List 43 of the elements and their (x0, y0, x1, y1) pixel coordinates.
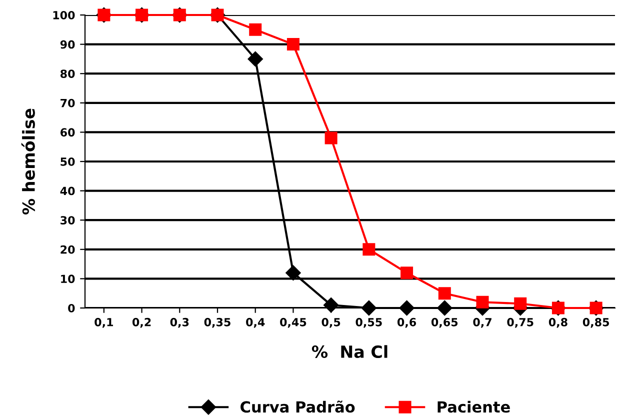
point (361, 300, 376, 316)
point (514, 297, 527, 310)
y-tick-label: 70 (60, 98, 75, 108)
y-tick-label: 40 (60, 186, 75, 196)
x-tick-label: 0,85 (582, 318, 610, 328)
x-tick-label: 0,3 (170, 318, 189, 328)
point (438, 287, 451, 300)
legend-label: Paciente (438, 400, 510, 413)
x-tick-label: 0,4 (246, 318, 265, 328)
point (324, 298, 339, 313)
point (286, 265, 301, 280)
point (324, 132, 338, 144)
point (248, 51, 263, 67)
y-axis-title: % hemólise (21, 108, 35, 215)
x-tick-label: 0,8 (548, 318, 568, 328)
y-tick-label: 50 (60, 157, 75, 166)
x-tick-label: 0,75 (507, 318, 534, 328)
legend-label: Curva Padrão (240, 400, 355, 413)
point (476, 296, 489, 308)
y-tick-label: 0 (68, 304, 75, 312)
y-tick-label: 10 (61, 274, 75, 284)
x-tick-label: 0,2 (132, 318, 151, 328)
y-tick-label: 30 (60, 216, 75, 224)
x-tick-label: 0,7 (473, 318, 492, 328)
point (437, 300, 452, 316)
x-axis-title: % Na Cl (312, 345, 388, 358)
point (249, 23, 262, 36)
x-tick-label: 0,55 (356, 318, 382, 328)
x-tick-label: 0,6 (397, 318, 416, 328)
point (286, 38, 300, 51)
point (400, 266, 414, 280)
y-tick-label: 100 (53, 10, 75, 20)
x-tick-label: 0,5 (322, 318, 340, 328)
x-tick-label: 0,65 (431, 318, 458, 328)
point (399, 300, 414, 316)
y-tick-label: 60 (60, 128, 75, 137)
x-tick-label: 0,35 (204, 318, 230, 328)
x-tick-label: 0,45 (280, 318, 306, 328)
y-tick-label: 20 (60, 245, 75, 254)
point (362, 243, 376, 256)
x-tick-label: 0,1 (94, 318, 114, 328)
y-tick-label: 80 (60, 70, 75, 78)
y-tick-label: 90 (60, 40, 75, 49)
